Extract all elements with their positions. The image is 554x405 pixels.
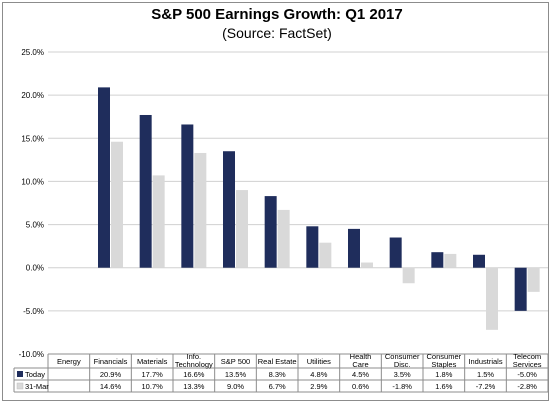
legend-key — [17, 371, 23, 377]
y-tick-label: 5.0% — [26, 221, 44, 230]
data-label: 10.7% — [142, 382, 164, 391]
category-label: Telecom — [513, 352, 541, 361]
data-label: 16.6% — [183, 370, 205, 379]
bar-31-mar — [361, 262, 373, 268]
bar-31-mar — [152, 175, 165, 268]
y-tick-label: 10.0% — [21, 177, 44, 186]
y-tick-label: 20.0% — [21, 91, 44, 100]
category-label: Industrials — [468, 357, 502, 366]
bar-31-mar — [319, 242, 332, 268]
bar-today — [264, 196, 277, 268]
category-label: Staples — [431, 360, 456, 369]
data-label: 8.3% — [269, 370, 286, 379]
data-label: 4.8% — [310, 370, 327, 379]
legend-label: 31-Mar — [25, 382, 49, 391]
bar-31-mar — [111, 141, 123, 268]
y-axis-tick-labels: 25.0% 20.0% 15.0% 10.0% 5.0% 0.0% -5.0% -10.0% — [19, 48, 44, 359]
category-label: Care — [352, 360, 368, 369]
category-label: Disc. — [394, 360, 411, 369]
y-tick-label: 0.0% — [26, 264, 44, 273]
data-table: Energy Financials Materials Info.Technology… — [13, 352, 549, 393]
bar-today — [389, 237, 402, 268]
data-label: 0.6% — [352, 382, 369, 391]
bar-today — [181, 124, 194, 268]
y-tick-label: -5.0% — [23, 307, 44, 316]
category-label: Consumer — [427, 352, 462, 361]
legend-key — [16, 382, 24, 390]
data-label: 4.5% — [352, 370, 369, 379]
data-label: 3.5% — [394, 370, 411, 379]
bar-31-mar — [444, 253, 457, 268]
bar-today — [139, 114, 152, 268]
y-tick-label: 25.0% — [21, 48, 44, 57]
data-label: 9.0% — [227, 382, 244, 391]
category-label: Real Estate — [258, 357, 297, 366]
bar-today — [348, 228, 360, 268]
bar-today — [473, 254, 485, 268]
data-label: -2.8% — [517, 382, 537, 391]
data-label: 20.9% — [100, 370, 122, 379]
bar-31-mar — [236, 190, 248, 268]
category-label: S&P 500 — [221, 357, 250, 366]
bar-today — [306, 226, 319, 268]
category-label: Info. — [187, 352, 202, 361]
bar-today — [514, 267, 527, 311]
chart-title: S&P 500 Earnings Growth: Q1 2017 — [151, 6, 403, 23]
bar-31-mar — [402, 267, 415, 284]
category-label: Financials — [94, 357, 128, 366]
category-label: Utilities — [307, 357, 331, 366]
data-label: 1.5% — [477, 370, 494, 379]
bar-31-mar — [277, 209, 290, 268]
data-label: -1.8% — [392, 382, 412, 391]
category-label: Materials — [137, 357, 168, 366]
bars — [98, 87, 540, 330]
data-label: 17.7% — [142, 370, 164, 379]
data-label: -7.2% — [476, 382, 496, 391]
data-label: 13.3% — [183, 382, 205, 391]
y-tick-label: 15.0% — [21, 134, 44, 143]
bar-today — [223, 151, 235, 268]
y-gridlines — [48, 51, 548, 355]
category-label: Consumer — [385, 352, 420, 361]
category-label: Technology — [175, 360, 213, 369]
category-label: Services — [513, 360, 542, 369]
bar-today — [431, 252, 444, 268]
data-label: 6.7% — [269, 382, 286, 391]
data-label: 1.6% — [435, 382, 452, 391]
bar-31-mar — [486, 267, 498, 330]
data-label: -5.0% — [517, 370, 537, 379]
category-label: Health — [350, 352, 372, 361]
y-tick-label: -10.0% — [19, 350, 44, 359]
data-label: 13.5% — [225, 370, 247, 379]
chart-subtitle: (Source: FactSet) — [222, 25, 332, 41]
bar-today — [98, 87, 110, 268]
legend-label: Today — [25, 370, 45, 379]
data-label: 1.8% — [435, 370, 452, 379]
bar-31-mar — [194, 152, 207, 268]
bar-31-mar — [527, 267, 540, 292]
data-label: 2.9% — [310, 382, 327, 391]
category-label: Energy — [57, 357, 81, 366]
data-label: 14.6% — [100, 382, 122, 391]
